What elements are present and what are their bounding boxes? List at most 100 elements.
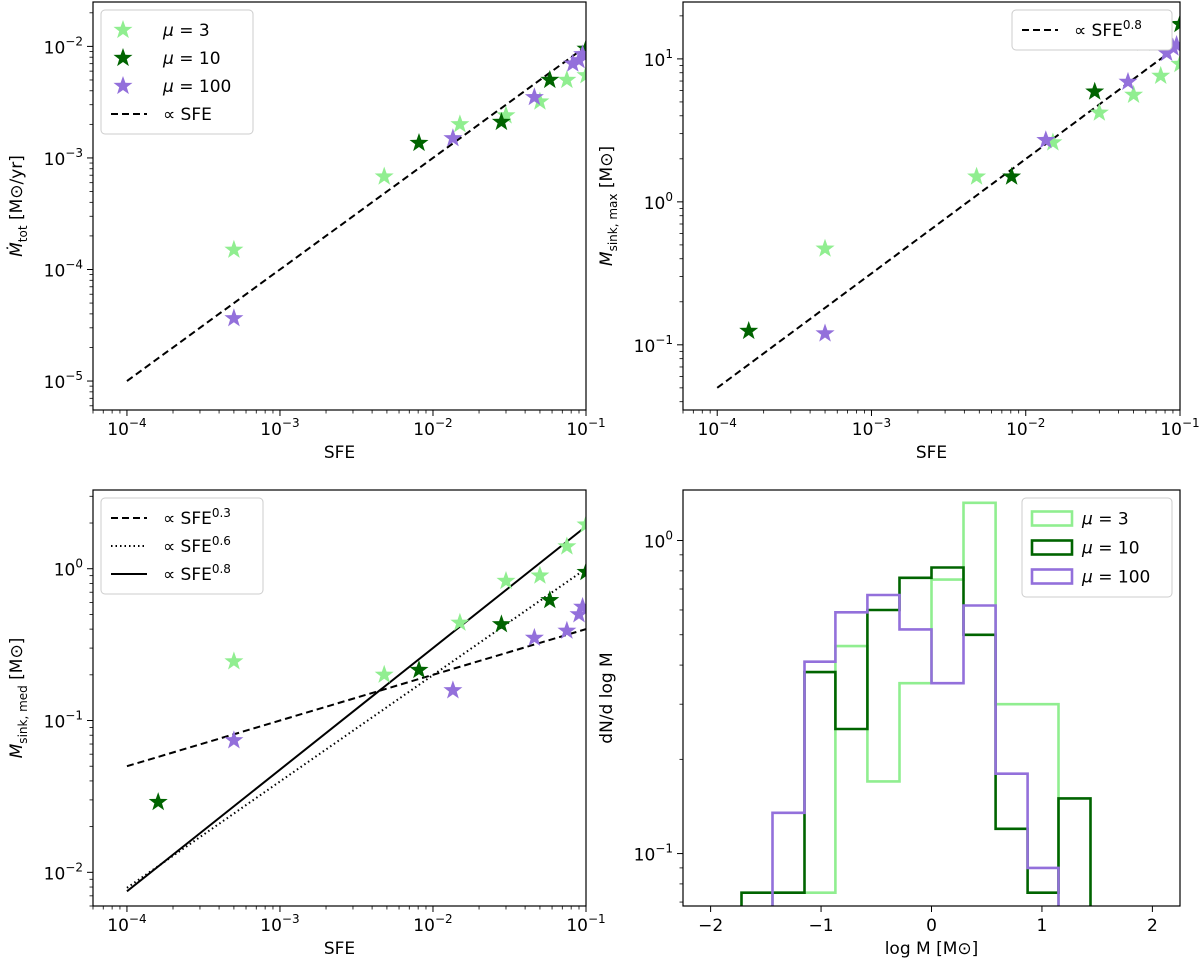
x-axis-label: SFE — [324, 939, 355, 958]
plot-area — [716, 14, 1180, 389]
x-tick-label: 10−4 — [107, 416, 146, 440]
x-tick-label-exp: −1 — [1182, 416, 1200, 430]
legend-label: μ = 3μ = 3 — [1081, 510, 1129, 530]
x-tick-label-base: −1 — [809, 916, 834, 936]
x-tick-label-exp: −3 — [873, 416, 891, 430]
x-tick-label: 1 — [1037, 916, 1048, 936]
legend-label-mu: μ — [1081, 539, 1093, 559]
y-tick-label: 101 — [644, 47, 673, 71]
y-tick-label: 10−1 — [634, 333, 673, 357]
x-tick-label-base: 1 — [1037, 916, 1048, 936]
x-tick-label-exp: −1 — [588, 912, 606, 926]
data-point-star-2-3 — [1157, 43, 1177, 62]
y-tick-label-base: 10 — [644, 194, 666, 214]
data-point-star-0-5 — [557, 70, 577, 89]
data-point-star-0-1 — [374, 166, 394, 185]
data-point-star-0-4 — [530, 91, 550, 110]
x-tick-label: 10−3 — [260, 912, 299, 936]
y-tick-label-base: 10 — [54, 561, 76, 581]
y-axis-label-unit: [M⊙] — [597, 146, 617, 194]
data-point-star-2-3 — [557, 620, 577, 639]
data-point-star-1-0 — [409, 133, 429, 152]
y-tick-label: 10−1 — [634, 842, 673, 866]
x-tick-label-base: 10 — [413, 916, 435, 936]
y-axis-label-main: M — [597, 251, 617, 266]
legend-marker-star — [113, 76, 133, 95]
data-point-star-0-2 — [450, 612, 470, 631]
legend-label-exp: 0.8 — [212, 562, 231, 576]
x-tick-label-base: 10 — [260, 420, 282, 440]
data-point-star-0-5 — [557, 536, 577, 555]
data-point-star-2-2 — [1118, 71, 1138, 90]
legend-label: ∝ SFE0.8∝ SFE^0.8 — [1074, 18, 1142, 41]
x-tick-label: 10−4 — [698, 416, 737, 440]
x-tick-label-base: 2 — [1147, 916, 1158, 936]
legend-label-rest: = 100 — [1093, 568, 1151, 588]
legend-label-rest: = 100 — [174, 77, 232, 97]
legend-label-rest: = 10 — [174, 49, 221, 69]
data-point-star-2-0 — [815, 323, 835, 342]
legend: ∝ SFE0.3∝ SFE^0.3∝ SFE0.6∝ SFE^0.6∝ SFE0… — [100, 497, 264, 595]
data-point-star-0-3 — [496, 105, 516, 124]
legend-label-mu: μ — [162, 21, 174, 41]
x-tick-label: 2 — [1147, 916, 1158, 936]
fit-line-1 — [126, 567, 586, 889]
data-point-star-0-4 — [1124, 84, 1144, 103]
x-tick-label-base: 10 — [698, 420, 720, 440]
legend-label-exp: 0.3 — [212, 506, 231, 520]
y-tick-label-base: 10 — [44, 150, 66, 170]
data-point-star-1-3 — [540, 590, 560, 609]
data-point-star-0-3 — [496, 571, 516, 590]
x-tick-label: 10−2 — [1006, 416, 1045, 440]
data-point-star-2-5 — [1167, 35, 1180, 54]
legend-label-base: ∝ SFE — [163, 565, 212, 585]
legend-box — [100, 9, 254, 135]
legend-box — [100, 497, 264, 595]
y-tick-label: 10−2 — [44, 860, 83, 884]
data-point-star-0-3 — [1089, 102, 1109, 121]
x-tick-label-exp: −2 — [435, 912, 453, 926]
data-point-star-1-0 — [148, 792, 168, 811]
x-tick-label-base: 10 — [1006, 420, 1028, 440]
y-tick-label-exp: −1 — [65, 709, 83, 723]
y-tick-label-exp: −4 — [65, 257, 83, 271]
legend-label-base: ∝ SFE — [163, 537, 212, 557]
legend-marker-patch — [1030, 568, 1074, 585]
x-tick-label: −1 — [809, 916, 834, 936]
x-tick-label: 10−2 — [413, 912, 452, 936]
y-tick-label: 10−4 — [44, 257, 83, 281]
y-axis-label-sub: tot — [16, 225, 30, 242]
data-point-star-1-4 — [576, 562, 586, 581]
data-point-star-0-4 — [530, 565, 550, 584]
x-tick-label: 10−1 — [566, 416, 605, 440]
data-point-star-1-1 — [409, 660, 429, 679]
data-point-star-0-0 — [224, 651, 244, 670]
legend-label: μ = 100μ = 100 — [1081, 568, 1150, 588]
plot-area — [126, 38, 586, 382]
y-tick-label-base: 10 — [44, 261, 66, 281]
y-axis-label-main: M — [7, 743, 27, 758]
x-tick-label-exp: −4 — [129, 416, 147, 430]
legend-marker-star — [113, 20, 133, 39]
x-tick-label-base: −2 — [698, 916, 723, 936]
y-tick-label-exp: −3 — [65, 146, 83, 160]
x-tick-label: 10−3 — [260, 416, 299, 440]
y-tick-label-base: 10 — [634, 846, 656, 866]
y-tick-label: 10−2 — [44, 34, 83, 58]
y-axis-label-main: Ṁ — [6, 242, 27, 257]
legend-marker-patch — [1030, 510, 1074, 527]
y-tick-label-exp: −2 — [65, 860, 83, 874]
data-point-star-0-5 — [1151, 65, 1171, 84]
plot-area — [740, 501, 1092, 906]
data-point-star-0-6 — [1170, 54, 1180, 73]
legend-label: ∝ SFE0.8∝ SFE^0.8 — [163, 562, 231, 585]
data-point-star-1-4 — [1170, 14, 1180, 33]
x-tick-label: −2 — [698, 916, 723, 936]
data-point-star-0-6 — [576, 65, 586, 84]
legend-label: μ = 100μ = 100 — [162, 77, 231, 97]
x-axis-label: SFE — [916, 443, 947, 463]
legend-marker-star — [113, 48, 133, 67]
data-point-star-1-0 — [739, 321, 759, 340]
legend-label: ∝ SFE∝ SFE — [163, 105, 212, 125]
